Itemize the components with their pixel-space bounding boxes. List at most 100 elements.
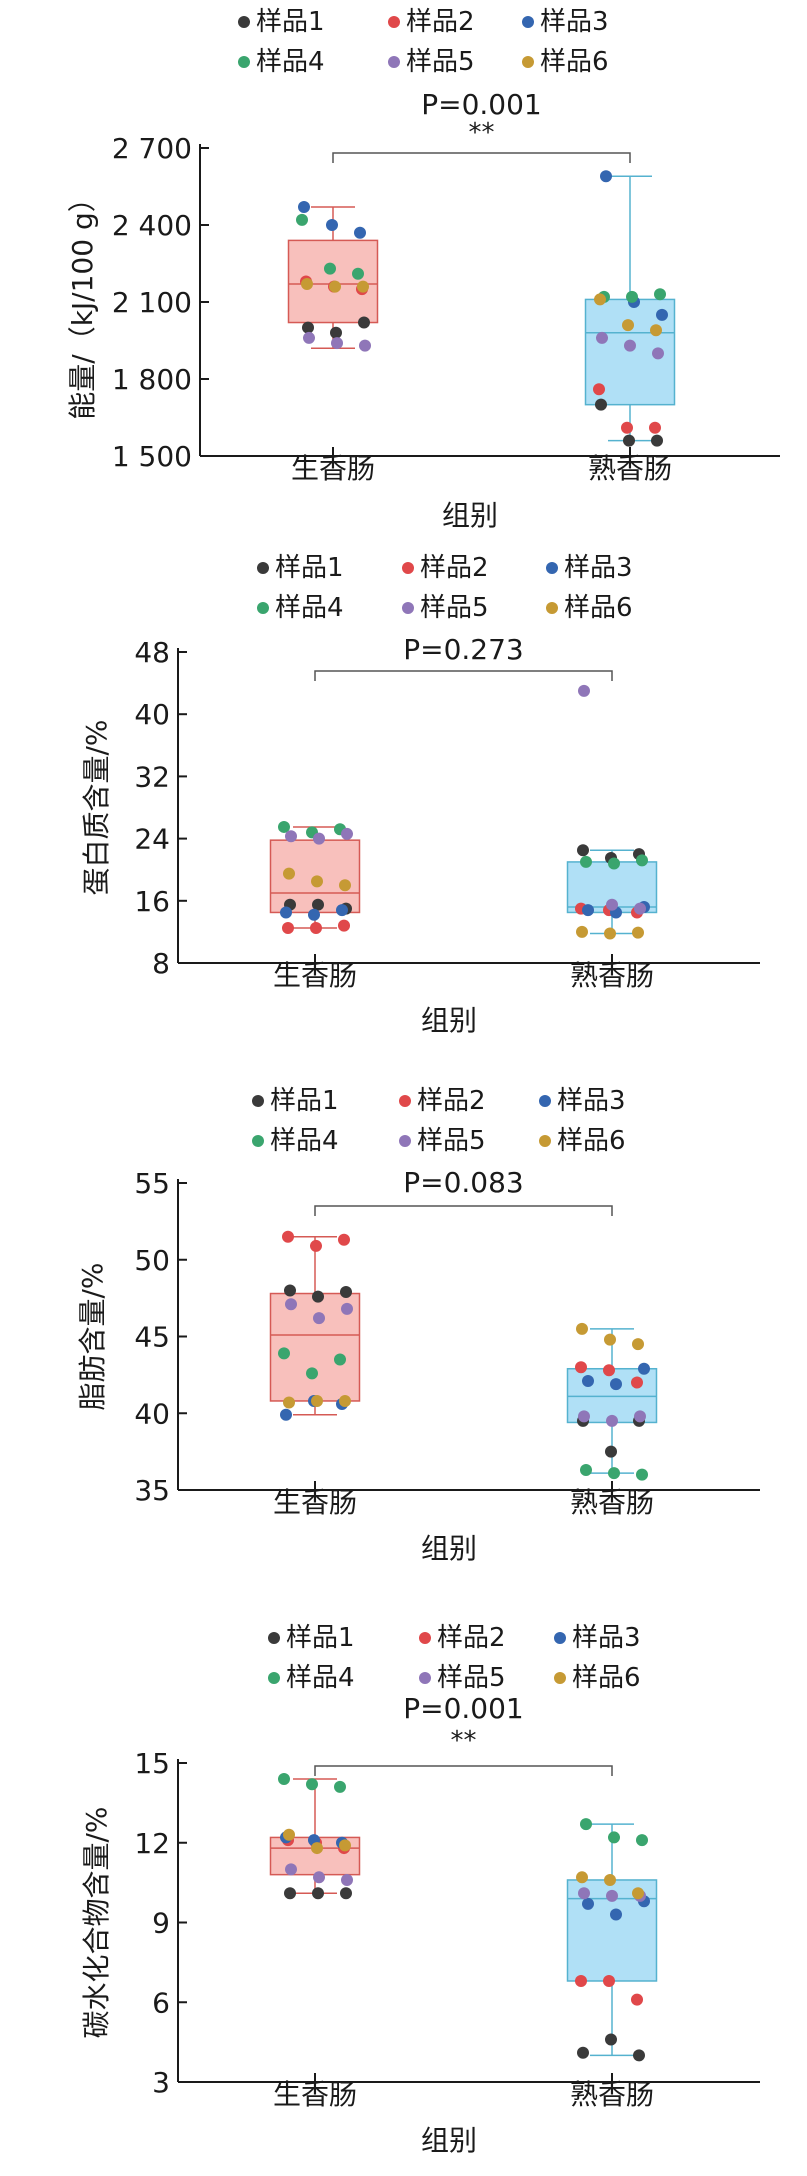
y-tick-label: 24 bbox=[134, 823, 170, 856]
data-point-sample-2 bbox=[621, 421, 633, 434]
legend-marker-6 bbox=[546, 602, 558, 614]
y-tick-label: 9 bbox=[152, 1907, 170, 1940]
legend: 样品1 样品2 样品3 样品4 样品5 样品6 bbox=[252, 1086, 626, 1156]
data-point-sample-2 bbox=[575, 1361, 587, 1374]
legend-label-4: 样品4 bbox=[275, 593, 344, 623]
data-point-sample-6 bbox=[632, 1887, 644, 1900]
data-point-sample-5 bbox=[331, 337, 343, 350]
data-point-sample-2 bbox=[338, 1233, 350, 1246]
data-point-sample-4 bbox=[636, 854, 648, 867]
data-point-sample-5 bbox=[652, 347, 664, 360]
significance-bracket bbox=[314, 1205, 613, 1216]
data-point-sample-3 bbox=[582, 1897, 594, 1910]
y-tick-label: 40 bbox=[134, 1397, 170, 1430]
y-tick-label: 40 bbox=[134, 698, 170, 731]
p-value-label: P=0.001 bbox=[403, 1692, 524, 1725]
legend-marker-6 bbox=[522, 56, 534, 68]
legend-label-6: 样品6 bbox=[564, 593, 633, 623]
legend-marker-4 bbox=[268, 1672, 280, 1684]
data-point-sample-6 bbox=[650, 324, 662, 337]
data-point-sample-2 bbox=[575, 1974, 587, 1987]
legend-marker-3 bbox=[539, 1095, 551, 1107]
data-point-sample-1 bbox=[312, 1887, 324, 1900]
data-point-sample-3 bbox=[610, 1908, 622, 1921]
x-tick-label: 熟香肠 bbox=[570, 2078, 654, 2111]
data-point-sample-6 bbox=[594, 293, 606, 306]
legend-label-1: 样品1 bbox=[275, 553, 344, 583]
x-axis-label: 组别 bbox=[421, 2124, 477, 2157]
data-point-sample-3 bbox=[610, 1378, 622, 1391]
legend-marker-5 bbox=[419, 1672, 431, 1684]
data-point-sample-3 bbox=[656, 308, 668, 321]
y-axis-label: 能量/（kJ/100 g） bbox=[66, 184, 99, 419]
data-point-sample-1 bbox=[330, 326, 342, 339]
y-tick-label: 15 bbox=[134, 1747, 170, 1780]
data-point-sample-5 bbox=[596, 331, 608, 344]
y-tick-label: 32 bbox=[134, 760, 170, 793]
legend-marker-1 bbox=[238, 16, 250, 28]
data-point-sample-4 bbox=[580, 1464, 592, 1477]
data-point-sample-6 bbox=[576, 1871, 588, 1884]
data-point-sample-5 bbox=[606, 1889, 618, 1902]
data-point-sample-1 bbox=[284, 1284, 296, 1297]
data-point-sample-2 bbox=[631, 1993, 643, 2006]
data-point-sample-4 bbox=[296, 213, 308, 226]
legend-marker-3 bbox=[554, 1632, 566, 1644]
data-point-sample-5 bbox=[624, 339, 636, 352]
data-point-sample-5 bbox=[606, 898, 618, 911]
legend-marker-2 bbox=[402, 562, 414, 574]
legend-label-6: 样品6 bbox=[557, 1126, 626, 1156]
legend-marker-6 bbox=[539, 1135, 551, 1147]
significance-bracket bbox=[332, 152, 631, 163]
data-point-sample-1 bbox=[284, 1887, 296, 1900]
data-point-sample-2 bbox=[603, 1364, 615, 1377]
data-point-sample-3 bbox=[582, 904, 594, 917]
y-axis-label: 蛋白质含量/% bbox=[80, 719, 113, 895]
x-axis-label: 组别 bbox=[421, 1532, 477, 1565]
data-point-sample-6 bbox=[632, 926, 644, 939]
legend-marker-2 bbox=[388, 16, 400, 28]
data-point-sample-4 bbox=[278, 820, 290, 833]
data-point-sample-2 bbox=[631, 1376, 643, 1389]
significance-stars: ** bbox=[451, 1726, 477, 1756]
data-point-sample-3 bbox=[298, 201, 310, 214]
data-point-sample-1 bbox=[595, 398, 607, 411]
legend-marker-4 bbox=[252, 1135, 264, 1147]
legend-marker-5 bbox=[399, 1135, 411, 1147]
data-point-sample-5 bbox=[313, 1312, 325, 1325]
data-point-sample-2 bbox=[593, 383, 605, 396]
legend-marker-5 bbox=[388, 56, 400, 68]
data-point-sample-3 bbox=[280, 906, 292, 919]
data-point-sample-2 bbox=[603, 1974, 615, 1987]
data-point-sample-6 bbox=[604, 927, 616, 940]
data-point-sample-1 bbox=[633, 2049, 645, 2062]
data-point-sample-3 bbox=[326, 219, 338, 231]
data-point-sample-4 bbox=[608, 857, 620, 870]
data-point-sample-1 bbox=[312, 1290, 324, 1303]
y-tick-label: 1 800 bbox=[112, 363, 192, 396]
legend-marker-1 bbox=[252, 1095, 264, 1107]
legend-marker-2 bbox=[419, 1632, 431, 1644]
significance-bracket bbox=[314, 670, 613, 681]
data-point-sample-4 bbox=[636, 1834, 648, 1847]
p-value-label: P=0.273 bbox=[403, 633, 524, 666]
legend-label-2: 样品2 bbox=[417, 1086, 486, 1116]
data-point-sample-1 bbox=[312, 898, 324, 911]
data-point-sample-1 bbox=[577, 2046, 589, 2059]
data-point-sample-5 bbox=[303, 331, 315, 344]
data-point-sample-4 bbox=[334, 1780, 346, 1793]
data-point-sample-6 bbox=[622, 319, 634, 332]
p-value-label: P=0.083 bbox=[403, 1166, 524, 1199]
data-point-sample-6 bbox=[311, 1394, 323, 1407]
x-tick-label: 熟香肠 bbox=[570, 959, 654, 992]
y-tick-label: 50 bbox=[134, 1244, 170, 1277]
legend-label-2: 样品2 bbox=[406, 7, 475, 37]
y-tick-label: 3 bbox=[152, 2066, 170, 2099]
y-tick-label: 2 400 bbox=[112, 209, 192, 242]
significance-stars: ** bbox=[469, 118, 495, 148]
x-axis-label: 组别 bbox=[421, 1004, 477, 1037]
data-point-sample-1 bbox=[340, 1887, 352, 1900]
legend-marker-6 bbox=[554, 1672, 566, 1684]
data-point-sample-4 bbox=[626, 290, 638, 303]
